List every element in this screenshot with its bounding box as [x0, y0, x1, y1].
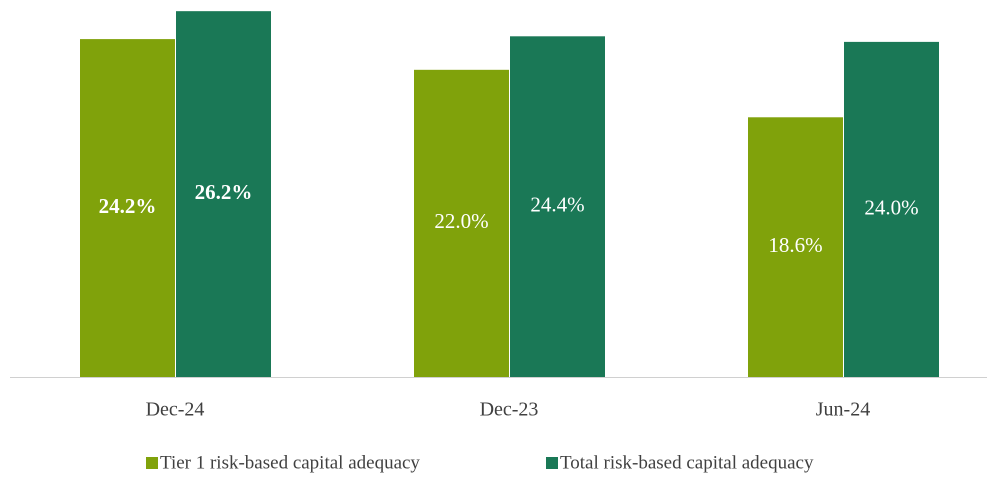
legend-label: Total risk-based capital adequacy: [560, 452, 814, 473]
data-label: 24.2%: [99, 194, 157, 218]
legend-swatch: [146, 457, 158, 469]
x-tick-label: Dec-24: [146, 399, 205, 421]
x-tick-label: Dec-23: [480, 399, 539, 421]
legend-swatch: [546, 457, 558, 469]
data-label: 26.2%: [195, 180, 253, 204]
bar: [748, 117, 843, 378]
bar: [414, 69, 509, 377]
x-tick-label: Jun-24: [816, 399, 870, 421]
bar: [80, 39, 175, 378]
bar: [176, 11, 271, 377]
data-label: 22.0%: [434, 209, 488, 233]
bar: [844, 41, 939, 378]
data-label: 24.4%: [530, 192, 584, 216]
data-label: 18.6%: [768, 233, 822, 257]
data-label: 24.0%: [864, 195, 918, 219]
legend-label: Tier 1 risk-based capital adequacy: [160, 452, 420, 473]
bar: [510, 36, 605, 377]
